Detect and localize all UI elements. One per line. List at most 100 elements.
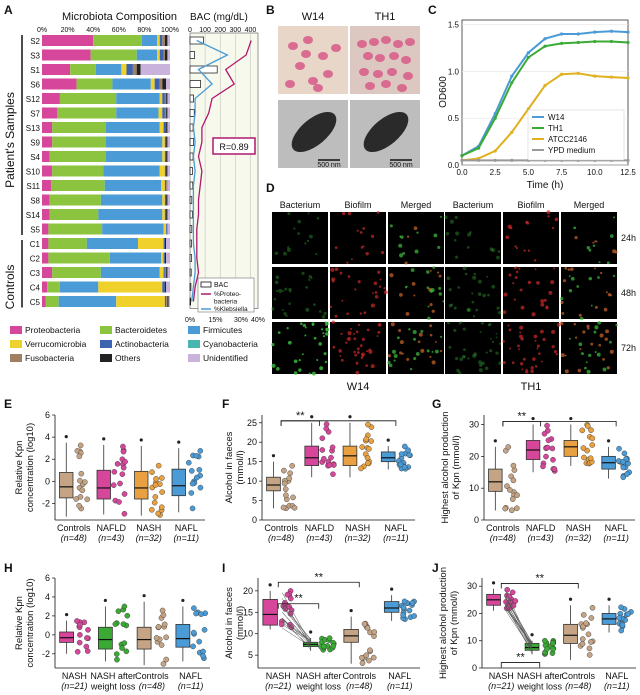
y-axis-label: Relative Kpnconcentration (log10) — [14, 578, 36, 667]
fluorescence-speck — [286, 327, 289, 330]
fluorescence-speck — [534, 365, 538, 368]
y-tick-label: 20 — [243, 586, 253, 596]
data-point — [82, 479, 88, 485]
composition-segment — [164, 165, 167, 177]
paired-line — [282, 627, 311, 648]
paired-line — [282, 621, 311, 647]
legend-kleb-label: %Klebsiella — [214, 306, 248, 313]
data-point — [121, 510, 128, 517]
data-point — [618, 604, 624, 611]
group-label: NAFL — [388, 671, 411, 681]
fluorescence-speck — [427, 305, 430, 308]
group-label: NASH — [266, 671, 291, 681]
fluorescence-speck — [586, 324, 590, 328]
growth-point — [493, 149, 497, 153]
fluorescence-speck — [334, 314, 338, 318]
colony-dot — [401, 56, 411, 64]
data-point — [155, 462, 162, 469]
growth-point — [560, 72, 564, 76]
group-n-label: (n=43) — [527, 533, 553, 543]
composition-segment — [42, 93, 60, 104]
data-point — [541, 430, 548, 437]
confocal-col-header: Bacterium — [453, 200, 494, 210]
fluorescence-speck — [324, 360, 328, 364]
composition-segment — [159, 267, 164, 278]
composition-segment — [167, 194, 170, 206]
sample-label: C4 — [30, 284, 41, 293]
y-tick-label: 0 — [472, 663, 477, 673]
composition-segment — [140, 64, 170, 75]
fluorescence-speck — [553, 267, 556, 270]
data-point — [77, 632, 83, 638]
legend-bac-swatch — [200, 281, 212, 288]
group-label: NASH after weight loss — [295, 671, 341, 691]
group-label-line: weight loss — [516, 681, 562, 691]
fluorescence-speck — [582, 330, 586, 334]
bac-bar — [189, 138, 194, 146]
fluorescence-speck — [498, 342, 502, 345]
fluorescence-speck — [592, 244, 596, 248]
fluorescence-speck — [527, 280, 532, 285]
data-point — [589, 442, 596, 448]
fluorescence-speck — [399, 292, 403, 297]
taxa-legend-label: Firmicutes — [203, 325, 242, 335]
fluorescence-speck — [554, 217, 559, 222]
fluorescence-speck — [402, 252, 406, 255]
bac-bar — [189, 225, 193, 233]
data-point — [193, 610, 199, 617]
fluorescence-speck — [491, 248, 496, 253]
y-tick-label: 0 — [45, 476, 50, 486]
fluorescence-speck — [555, 353, 559, 356]
fluorescence-speck — [304, 326, 307, 329]
fluorescence-speck — [434, 349, 439, 354]
y-tick-label: 20 — [247, 437, 257, 447]
confocal-image — [388, 267, 444, 319]
box-iqr — [563, 623, 578, 644]
data-point — [280, 504, 287, 511]
fluorescence-speck — [282, 290, 284, 293]
fluorescence-speck — [573, 323, 577, 326]
fluorescence-speck — [477, 279, 482, 284]
confocal-strain-label: TH1 — [521, 381, 542, 393]
growth-point — [593, 74, 597, 78]
data-point — [112, 621, 119, 627]
growth-point — [609, 29, 614, 33]
fluorescence-speck — [359, 312, 363, 315]
data-point — [544, 646, 550, 652]
fluorescence-speck — [330, 267, 335, 272]
taxa-legend-label: Unidentified — [203, 353, 248, 363]
group-n-label: (n=48) — [268, 533, 294, 543]
data-point — [329, 444, 336, 451]
fluorescence-speck — [495, 336, 498, 339]
fluorescence-speck — [388, 363, 393, 368]
fluorescence-speck — [378, 285, 382, 288]
fluorescence-speck — [339, 354, 342, 357]
composition-segment — [166, 252, 170, 264]
fluorescence-speck — [347, 331, 352, 336]
colony-dot — [288, 42, 298, 50]
fluorescence-speck — [387, 360, 391, 365]
panel-j: J 0 10 20 30 Highest alcohol productionof Kpn… — [432, 561, 636, 691]
data-point — [359, 654, 365, 661]
data-point — [549, 640, 556, 647]
fluorescence-speck — [308, 278, 311, 281]
group-n-label: (n=48) — [565, 681, 591, 691]
data-point — [587, 455, 594, 462]
bac-bar — [189, 94, 194, 103]
significance-bracket — [277, 603, 320, 609]
fluorescence-speck — [315, 252, 318, 256]
data-point — [365, 460, 371, 467]
fluorescence-speck — [507, 324, 510, 327]
sample-label: C1 — [30, 240, 41, 249]
fluorescence-speck — [548, 290, 553, 295]
paired-line — [505, 597, 532, 643]
data-point — [161, 621, 168, 628]
fluorescence-speck — [514, 245, 517, 248]
fluorescence-speck — [345, 341, 348, 344]
fluorescence-speck — [297, 219, 301, 224]
data-point — [120, 448, 127, 455]
confocal-image — [272, 322, 328, 374]
data-point — [581, 454, 587, 461]
outlier-point — [271, 454, 276, 458]
outlier-point — [491, 581, 496, 585]
